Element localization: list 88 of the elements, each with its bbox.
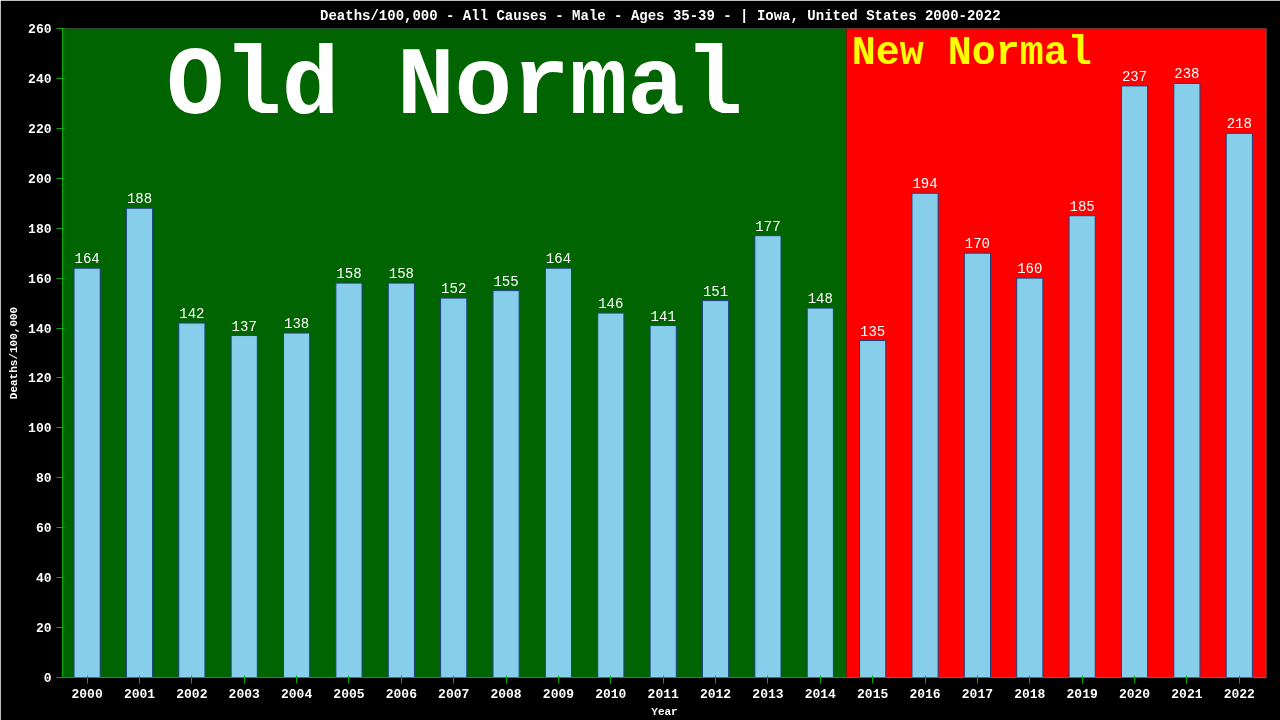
bar [1173,82,1201,678]
band-label: Old Normal [166,33,743,143]
data-label: 170 [964,236,991,253]
data-label: 238 [1174,66,1200,83]
data-label: 158 [336,266,362,283]
data-label: 185 [1069,198,1095,215]
bar [963,252,992,678]
data-label: 155 [493,273,519,290]
data-label: 160 [1017,261,1043,278]
bar [859,340,887,678]
x-tick-label: 2003 [228,686,261,702]
x-axis-title: Year [651,705,678,718]
x-tick-label: 2022 [1223,686,1256,702]
bar [754,235,782,678]
x-tick-label: 2001 [123,686,156,702]
y-tick-label: 60 [35,521,52,537]
y-tick-label: 80 [35,471,52,487]
bar [283,332,311,678]
y-tick-label: 40 [35,571,52,587]
y-tick-label: 140 [28,321,52,337]
data-label: 194 [912,176,938,193]
x-tick-label: 2012 [699,686,732,702]
bar [387,282,415,678]
bar [649,325,677,678]
x-tick-label: 2006 [385,686,418,702]
data-label: 135 [860,323,886,340]
bar [440,297,468,678]
x-tick-label: 2019 [1066,686,1098,702]
y-tick-label: 240 [28,71,52,87]
x-tick-label: 2021 [1171,686,1203,702]
bar [335,282,363,678]
y-tick-label: 0 [43,671,52,686]
y-tick-label: 100 [28,421,52,437]
data-label: 151 [702,283,729,300]
y-tick-label: 20 [35,621,52,637]
bar [73,267,101,678]
x-tick-label: 2015 [857,686,889,702]
chart-title: Deaths/100,000 - All Causes - Male - Ages 35-39 - | Iowa, United States 2000-2022 [320,7,1001,24]
data-label: 152 [441,281,467,298]
x-tick-label: 2008 [490,686,522,702]
x-tick-label: 2002 [176,686,208,702]
data-label: 142 [179,306,205,323]
bar [1068,215,1096,678]
bar [1225,132,1253,678]
x-tick-label: 2004 [280,686,313,702]
y-tick-label: 120 [28,371,52,387]
x-tick-label: 2013 [752,686,784,702]
x-tick-label: 2010 [595,686,627,702]
x-tick-label: 2014 [804,686,837,702]
bar [1016,277,1044,678]
bar [911,192,939,678]
data-label: 141 [650,308,676,325]
x-tick-label: 2018 [1014,686,1046,702]
x-tick-label: 2007 [438,686,470,702]
bar [597,312,625,678]
data-label: 148 [807,291,833,308]
y-tick-label: 200 [28,171,52,187]
data-label: 218 [1226,116,1252,133]
bar [492,290,520,678]
bar [806,307,834,678]
x-tick-label: 2009 [542,686,575,702]
bar [178,322,206,678]
data-label: 164 [74,251,100,268]
x-tick-label: 2017 [961,686,994,702]
data-label: 137 [231,318,257,335]
data-label: 164 [545,251,572,268]
band-label: New Normal [851,31,1092,76]
bar [544,267,573,678]
y-tick-label: 160 [28,271,52,287]
data-label: 146 [598,296,624,313]
data-label: 138 [283,316,310,333]
bar [1120,85,1149,678]
data-label: 188 [126,191,153,208]
bar [125,207,154,678]
bar [701,300,730,678]
data-label: 158 [388,266,414,283]
y-tick-label: 220 [28,121,52,137]
x-tick-label: 2005 [333,686,365,702]
y-tick-label: 180 [28,221,52,237]
x-tick-label: 2011 [647,686,679,702]
x-tick-label: 2000 [71,686,103,702]
x-tick-label: 2020 [1118,686,1151,702]
data-label: 177 [755,218,781,235]
y-axis-title: Deaths/100,000 [8,306,21,400]
bar [230,335,258,678]
y-tick-label: 260 [28,22,52,37]
data-label: 237 [1121,68,1148,85]
x-tick-label: 2016 [909,686,941,702]
